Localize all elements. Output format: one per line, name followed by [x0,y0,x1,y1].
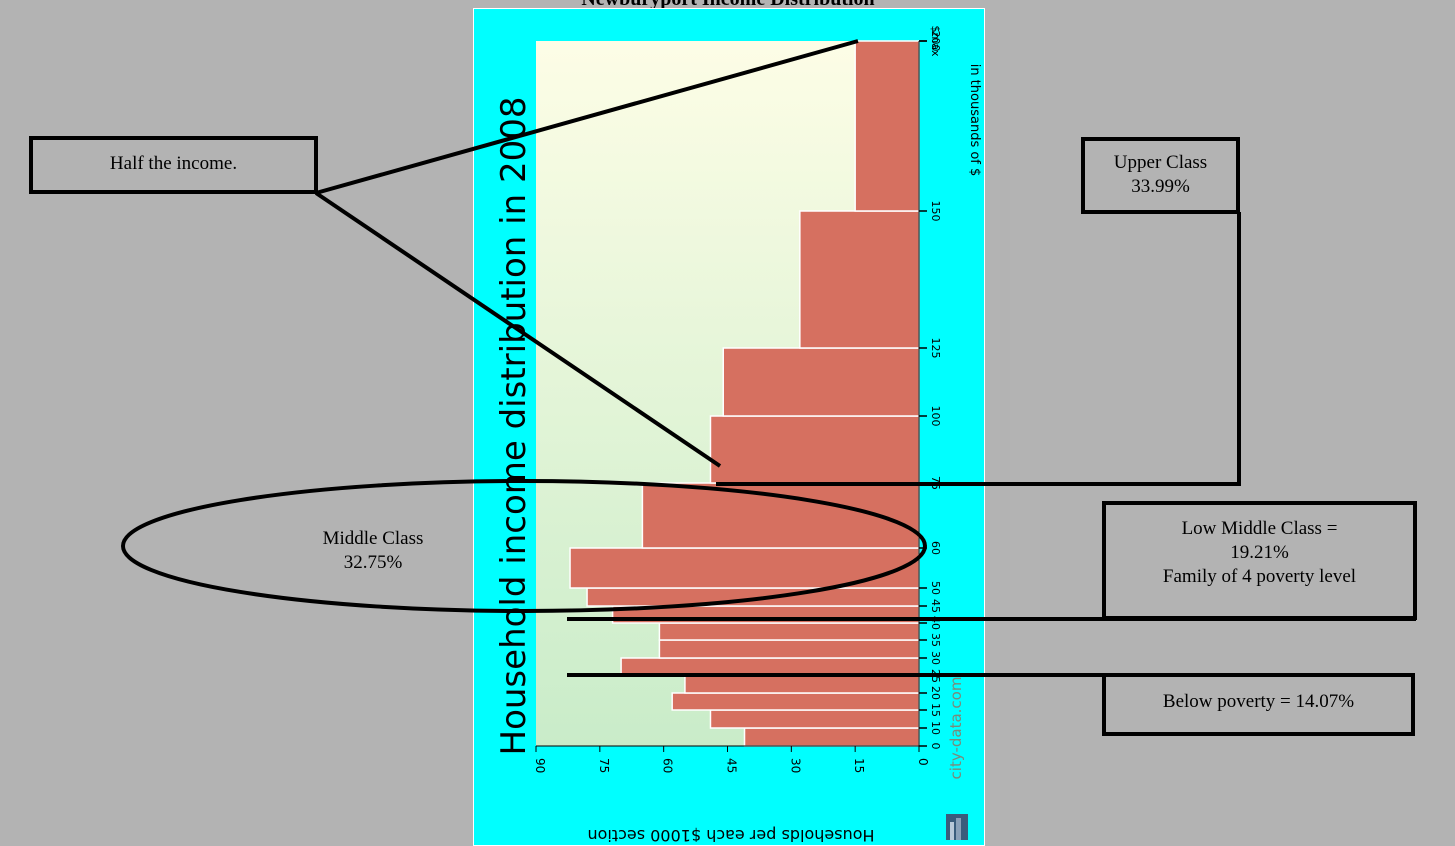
income-tick-label: 50 [929,581,942,595]
watermark-text: city-data.com [947,677,965,780]
bar-150-200 [854,40,920,212]
income-tick-label: 15 [929,703,942,717]
income-tick-label: 35 [929,633,942,647]
income-tick-label: 150 [929,201,942,222]
income-distribution-chart: 01015202530354045506075100125150200$max0… [473,8,985,846]
middle-class-title: Middle Class [322,528,424,549]
income-tick-label: 125 [929,338,942,359]
low-middle-class-percent: 19.21% [1230,542,1289,563]
bar-125-150 [799,210,920,349]
below-poverty-callout: Below poverty = 14.07% [1102,673,1415,736]
income-tick-label: 60 [929,541,942,555]
page-title: Newburyport Income Distribution [473,0,983,11]
half-income-callout: Half the income. [29,136,318,194]
middle-class-percent: 32.75% [343,552,403,573]
upper-class-title: Upper Class [1113,152,1208,173]
half-income-pointer-bottom [314,191,722,468]
axis-layer: 01015202530354045506075100125150200$max0… [533,26,942,774]
below-poverty-text: Below poverty = 14.07% [1162,691,1355,712]
upper-class-callout: Upper Class 33.99% [1081,137,1240,214]
income-tick-label: 200 [929,31,942,52]
city-data-logo-icon [946,814,968,840]
income-tick-label: 20 [929,686,942,700]
count-tick-label: 45 [725,758,739,773]
income-tick-label: 100 [929,406,942,427]
half-income-pointer-top [315,39,859,195]
count-tick-label: 90 [533,758,547,773]
income-tick-label: $max [929,26,942,57]
count-tick-label: 15 [852,758,866,773]
chart-title: Household income distribution in 2008 [494,97,534,756]
upper-class-percent: 33.99% [1131,176,1190,197]
y-axis-label: in thousands of $ [967,64,982,177]
low-middle-class-note: Family of 4 poverty level [1162,566,1357,587]
income-tick-label: 0 [929,743,942,750]
low-middle-class-title: Low Middle Class = [1181,518,1338,539]
x-axis-label: Households per each $1000 section [587,826,874,845]
low-middle-class-callout: Low Middle Class = 19.21% Family of 4 po… [1102,501,1417,620]
income-tick-label: 45 [929,599,942,613]
middle-class-label: Middle Class 32.75% [273,527,473,575]
count-tick-label: 75 [597,758,611,773]
income-tick-label: 30 [929,651,942,665]
half-income-text: Half the income. [109,153,238,174]
count-tick-label: 0 [916,758,930,766]
bar-100-125 [722,347,920,417]
middle-class-ellipse [121,479,927,613]
income-tick-label: 10 [929,721,942,735]
count-tick-label: 60 [661,758,675,773]
bars-layer [569,40,920,747]
count-tick-label: 30 [788,758,802,773]
